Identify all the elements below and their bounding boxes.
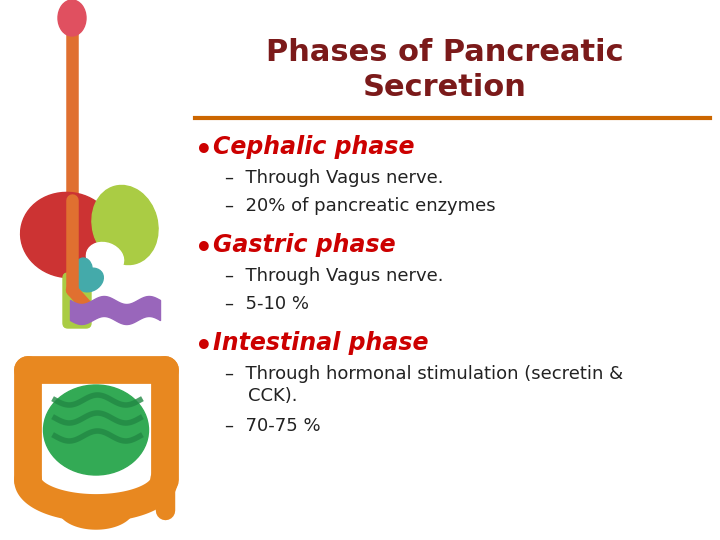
Text: •: •: [195, 333, 212, 361]
FancyBboxPatch shape: [63, 273, 91, 328]
Text: •: •: [195, 235, 212, 263]
Text: Gastric phase: Gastric phase: [213, 233, 395, 257]
Text: Phases of Pancreatic
Secretion: Phases of Pancreatic Secretion: [266, 38, 624, 102]
Ellipse shape: [77, 268, 103, 292]
Text: •: •: [195, 137, 212, 165]
Ellipse shape: [86, 242, 124, 274]
Text: –  20% of pancreatic enzymes: – 20% of pancreatic enzymes: [225, 197, 495, 215]
Ellipse shape: [76, 258, 92, 278]
Text: –  70-75 %: – 70-75 %: [225, 417, 320, 435]
Text: –  Through Vagus nerve.: – Through Vagus nerve.: [225, 169, 444, 187]
Text: –  Through Vagus nerve.: – Through Vagus nerve.: [225, 267, 444, 285]
Text: –  5-10 %: – 5-10 %: [225, 295, 309, 313]
Ellipse shape: [43, 385, 148, 475]
Text: –  Through hormonal stimulation (secretin &
    CCK).: – Through hormonal stimulation (secretin…: [225, 365, 623, 405]
Ellipse shape: [21, 192, 115, 278]
Text: Cephalic phase: Cephalic phase: [213, 135, 415, 159]
Ellipse shape: [58, 0, 86, 36]
Ellipse shape: [92, 185, 158, 265]
Text: Intestinal phase: Intestinal phase: [213, 331, 428, 355]
